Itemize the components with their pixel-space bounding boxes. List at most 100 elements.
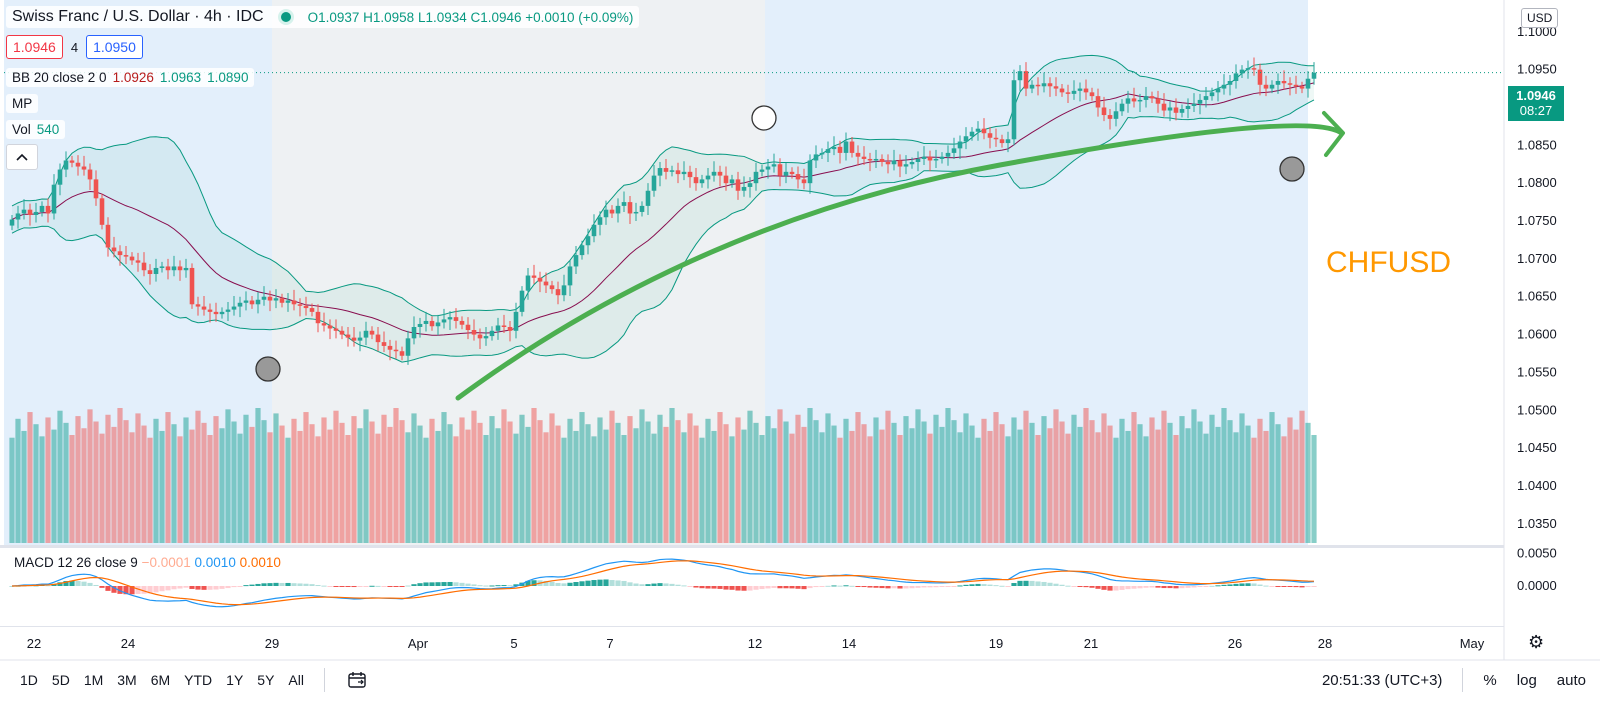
volume-bar (561, 438, 566, 543)
macd-histogram-bar (1263, 586, 1268, 587)
macd-histogram-bar (477, 585, 482, 586)
market-status-icon[interactable] (278, 9, 294, 25)
timeframe-all[interactable]: All (288, 672, 304, 688)
candle (1132, 98, 1137, 101)
time-tick-label: 7 (606, 636, 613, 651)
macd-histogram-bar (195, 586, 200, 590)
candle (892, 160, 897, 164)
timeframe-5y[interactable]: 5Y (257, 672, 274, 688)
candle (496, 325, 501, 330)
timeframe-1y[interactable]: 1Y (226, 672, 243, 688)
time-tick-label: 22 (27, 636, 41, 651)
candle (358, 338, 363, 341)
volume-bar (693, 426, 698, 543)
volume-bar (279, 426, 284, 543)
macd-histogram-bar (1155, 586, 1160, 588)
volume-bar (57, 411, 62, 543)
volume-bar (195, 411, 200, 543)
macd-histogram-bar (975, 584, 980, 586)
candle (1114, 111, 1119, 119)
candle (580, 245, 585, 255)
candle (142, 263, 147, 271)
volume-bar (117, 408, 122, 543)
gear-icon[interactable]: ⚙ (1528, 632, 1544, 653)
price-tick-label: 1.0950 (1517, 62, 1557, 77)
volume-bar (1269, 412, 1274, 543)
timeframe-5d[interactable]: 5D (52, 672, 70, 688)
candle (460, 321, 465, 325)
buy-price-button[interactable]: 1.0950 (86, 35, 143, 59)
macd-histogram-bar (1017, 581, 1022, 586)
macd-histogram-bar (465, 584, 470, 586)
macd-histogram-bar (681, 585, 686, 586)
symbol-title[interactable]: Swiss Franc / U.S. Dollar · 4h · IDC (12, 8, 264, 26)
macd-hist-value: −0.0001 (142, 555, 191, 570)
candle (910, 162, 915, 164)
macd-histogram-bar (1311, 586, 1316, 587)
macd-histogram-bar (363, 586, 368, 587)
candle (118, 251, 123, 255)
macd-histogram-bar (615, 580, 620, 586)
candle (538, 278, 543, 282)
macd-histogram-bar (1251, 583, 1256, 586)
macd-histogram-bar (159, 586, 164, 591)
candle (994, 138, 999, 140)
log-toggle[interactable]: log (1517, 672, 1537, 689)
calendar-range-icon[interactable] (347, 670, 367, 690)
candle (448, 317, 453, 319)
bb-lower-value: 1.0890 (207, 70, 248, 85)
volume-bar (1071, 415, 1076, 543)
macd-histogram-bar (963, 585, 968, 586)
macd-histogram-bar (267, 583, 272, 586)
candle (850, 142, 855, 153)
volume-bar (1131, 412, 1136, 543)
volume-bar (45, 417, 50, 543)
macd-histogram-bar (105, 586, 110, 591)
volume-bar (837, 438, 842, 543)
timeframe-ytd[interactable]: YTD (184, 672, 212, 688)
volume-bar (897, 435, 902, 543)
timeframe-1d[interactable]: 1D (20, 672, 38, 688)
timeframe-1m[interactable]: 1M (84, 672, 103, 688)
candle (928, 157, 933, 161)
time-tick-label: 19 (989, 636, 1003, 651)
timeframe-6m[interactable]: 6M (151, 672, 170, 688)
candle (1282, 81, 1287, 83)
bb-legend[interactable]: BB 20 close 2 0 1.0926 1.0963 1.0890 (6, 68, 254, 87)
volume-bar (1011, 417, 1016, 543)
macd-histogram-bar (861, 586, 866, 587)
volume-bar (309, 424, 314, 543)
macd-legend[interactable]: MACD 12 26 close 9 −0.0001 0.0010 0.0010 (14, 555, 281, 570)
macd-histogram-bar (441, 582, 446, 586)
candle (832, 147, 837, 149)
currency-badge[interactable]: USD (1521, 8, 1558, 28)
candle (112, 248, 117, 252)
percent-toggle[interactable]: % (1483, 672, 1496, 689)
volume-bar (915, 409, 920, 543)
volume-bar (597, 417, 602, 543)
price-tick-label: 1.0400 (1517, 478, 1557, 493)
timeframe-3m[interactable]: 3M (117, 672, 136, 688)
macd-histogram-bar (699, 586, 704, 588)
vol-legend[interactable]: Vol 540 (6, 120, 65, 139)
candle (742, 187, 747, 191)
volume-bar (471, 411, 476, 543)
macd-histogram-bar (153, 586, 158, 592)
volume-bar (525, 427, 530, 543)
chevron-up-icon[interactable] (6, 144, 38, 170)
volume-bar (141, 426, 146, 543)
candle (1168, 107, 1173, 110)
candle (940, 157, 945, 159)
macd-histogram-bar (99, 586, 104, 588)
volume-bar (1017, 430, 1022, 543)
volume-bar (21, 431, 26, 543)
candle (490, 331, 495, 336)
volume-bar (723, 424, 728, 543)
auto-toggle[interactable]: auto (1557, 672, 1586, 689)
price-tick-label: 1.0600 (1517, 327, 1557, 342)
sell-price-button[interactable]: 1.0946 (6, 35, 63, 59)
timezone-clock[interactable]: 20:51:33 (UTC+3) (1322, 672, 1442, 689)
mp-legend[interactable]: MP (6, 94, 38, 113)
marker-filled (256, 357, 280, 381)
candle (34, 212, 39, 215)
